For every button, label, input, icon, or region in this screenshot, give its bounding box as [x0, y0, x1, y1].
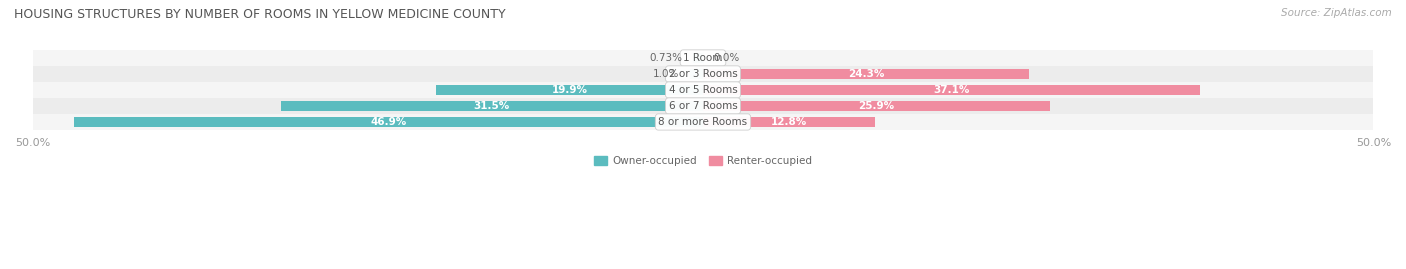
Bar: [703, 117, 875, 127]
Bar: [75, 117, 703, 127]
Text: HOUSING STRUCTURES BY NUMBER OF ROOMS IN YELLOW MEDICINE COUNTY: HOUSING STRUCTURES BY NUMBER OF ROOMS IN…: [14, 8, 506, 21]
Bar: [32, 98, 1374, 114]
Bar: [689, 69, 703, 79]
Bar: [703, 69, 1029, 79]
Legend: Owner-occupied, Renter-occupied: Owner-occupied, Renter-occupied: [595, 156, 811, 167]
Text: 2 or 3 Rooms: 2 or 3 Rooms: [669, 69, 737, 79]
Bar: [281, 101, 703, 111]
Text: 46.9%: 46.9%: [370, 117, 406, 127]
Bar: [703, 85, 1201, 95]
Text: 4 or 5 Rooms: 4 or 5 Rooms: [669, 85, 737, 95]
Text: 0.0%: 0.0%: [714, 53, 740, 63]
Text: 24.3%: 24.3%: [848, 69, 884, 79]
Text: 31.5%: 31.5%: [474, 101, 510, 111]
Bar: [32, 50, 1374, 66]
Text: 6 or 7 Rooms: 6 or 7 Rooms: [669, 101, 737, 111]
Text: 1 Room: 1 Room: [683, 53, 723, 63]
Text: 25.9%: 25.9%: [859, 101, 894, 111]
Text: 1.0%: 1.0%: [652, 69, 679, 79]
Bar: [436, 85, 703, 95]
Bar: [32, 114, 1374, 130]
Bar: [703, 101, 1050, 111]
Text: 0.73%: 0.73%: [650, 53, 682, 63]
Text: 19.9%: 19.9%: [551, 85, 588, 95]
Text: Source: ZipAtlas.com: Source: ZipAtlas.com: [1281, 8, 1392, 18]
Bar: [32, 82, 1374, 98]
Bar: [32, 66, 1374, 82]
Text: 37.1%: 37.1%: [934, 85, 970, 95]
Text: 8 or more Rooms: 8 or more Rooms: [658, 117, 748, 127]
Text: 12.8%: 12.8%: [770, 117, 807, 127]
Bar: [693, 53, 703, 63]
